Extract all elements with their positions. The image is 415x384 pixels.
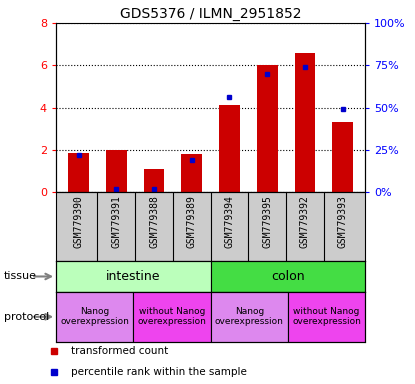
Bar xyxy=(106,150,127,192)
Text: GSM779393: GSM779393 xyxy=(337,195,348,248)
Text: without Nanog
overexpression: without Nanog overexpression xyxy=(292,307,361,326)
Text: colon: colon xyxy=(271,270,305,283)
Text: GSM779394: GSM779394 xyxy=(225,195,234,248)
Bar xyxy=(133,292,210,342)
Text: GSM779392: GSM779392 xyxy=(300,195,310,248)
Text: transformed count: transformed count xyxy=(71,346,168,356)
Bar xyxy=(288,292,365,342)
Text: GSM779390: GSM779390 xyxy=(73,195,84,248)
Text: GSM779389: GSM779389 xyxy=(187,195,197,248)
Bar xyxy=(56,292,133,342)
Text: GSM779391: GSM779391 xyxy=(111,195,121,248)
Text: protocol: protocol xyxy=(4,312,49,322)
Text: without Nanog
overexpression: without Nanog overexpression xyxy=(137,307,206,326)
Bar xyxy=(56,261,210,292)
Bar xyxy=(332,122,353,192)
Text: tissue: tissue xyxy=(4,271,37,281)
Text: percentile rank within the sample: percentile rank within the sample xyxy=(71,367,247,377)
Bar xyxy=(219,106,240,192)
Text: GSM779388: GSM779388 xyxy=(149,195,159,248)
Bar xyxy=(144,169,164,192)
Bar xyxy=(210,261,365,292)
Bar xyxy=(68,153,89,192)
Text: GSM779395: GSM779395 xyxy=(262,195,272,248)
Text: Nanog
overexpression: Nanog overexpression xyxy=(215,307,284,326)
Text: Nanog
overexpression: Nanog overexpression xyxy=(60,307,129,326)
Bar xyxy=(181,154,202,192)
Bar xyxy=(295,53,315,192)
Bar xyxy=(210,292,288,342)
Text: intestine: intestine xyxy=(106,270,161,283)
Title: GDS5376 / ILMN_2951852: GDS5376 / ILMN_2951852 xyxy=(120,7,301,21)
Bar xyxy=(257,65,278,192)
